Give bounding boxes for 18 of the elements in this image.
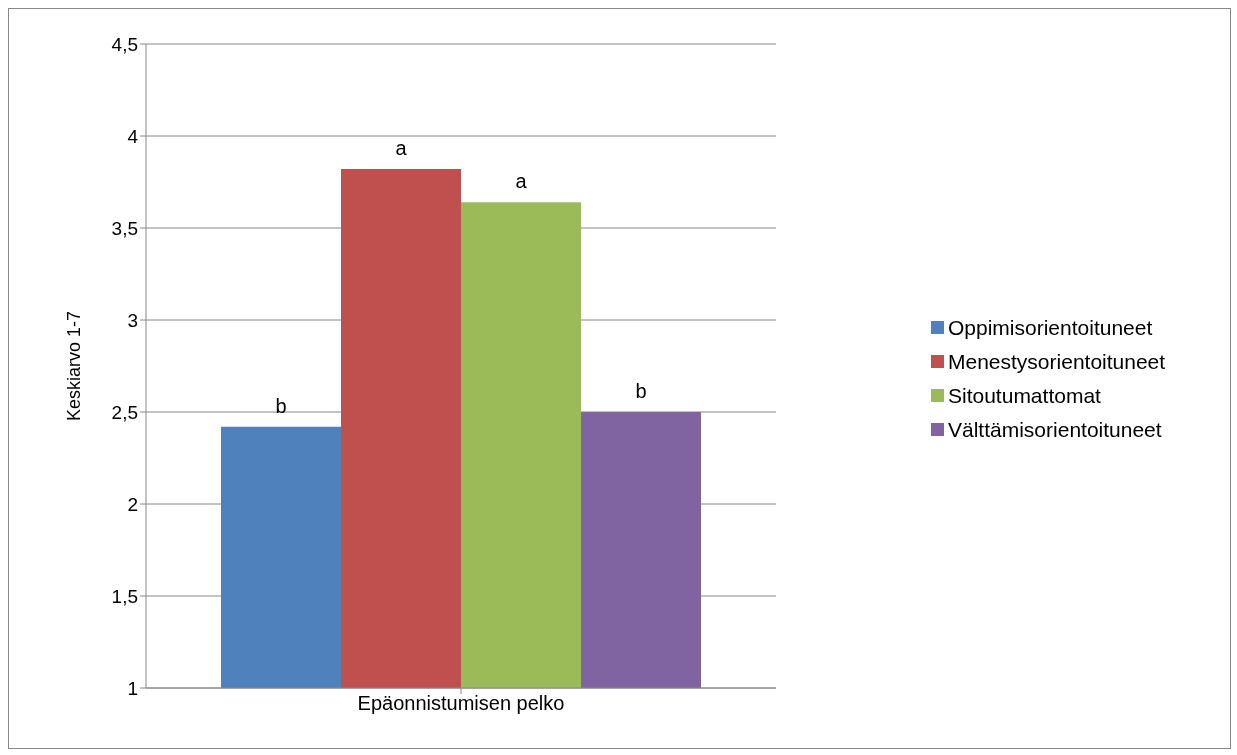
y-tick-label: 1 [127, 677, 138, 699]
annotation: b [635, 380, 647, 402]
legend-label: Menestysorientoituneet [948, 349, 1166, 374]
legend-label: Välttämisorientoituneet [948, 417, 1162, 442]
y-tick-label: 4,5 [111, 33, 138, 55]
y-tick-label: 3,5 [111, 217, 138, 239]
annotation: a [395, 137, 408, 160]
x-tick-label: Epäonnistumisen pelko [357, 692, 565, 715]
legend-label: Sitoutumattomat [948, 383, 1101, 408]
legend-label: Oppimisorientoituneet [948, 315, 1153, 340]
y-tick-label: 1,5 [111, 585, 138, 607]
annotation: b [275, 394, 287, 417]
y-tick-label: 2,5 [111, 401, 138, 423]
y-axis-title: Keskiarvo 1-7 [64, 310, 85, 422]
y-tick-label: 2 [127, 493, 138, 515]
y-tick-label: 3 [127, 309, 138, 331]
y-tick-label: 4 [127, 125, 139, 147]
annotation: a [515, 170, 528, 193]
